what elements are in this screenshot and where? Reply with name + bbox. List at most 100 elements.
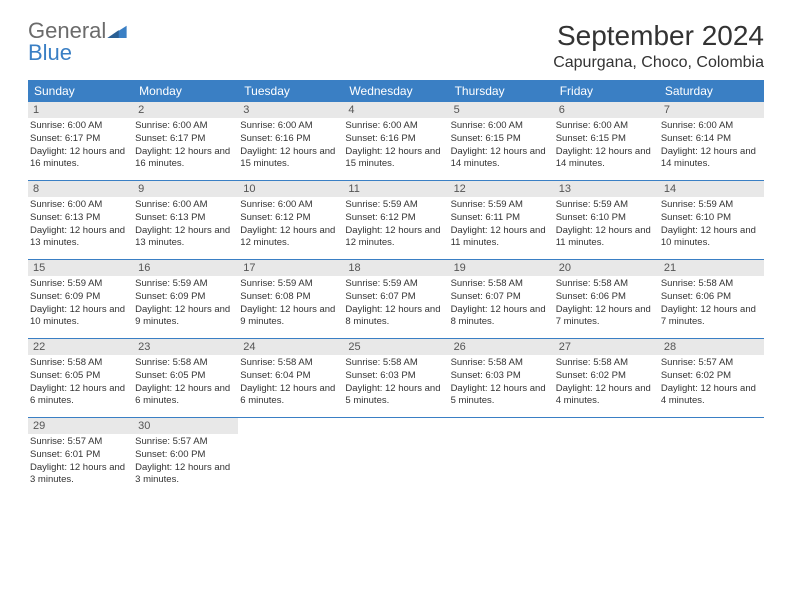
cell-details: Sunrise: 5:58 AMSunset: 6:05 PMDaylight:… [133, 355, 238, 408]
date-number: 13 [554, 181, 659, 197]
sunrise-line: Sunrise: 5:59 AM [661, 199, 762, 212]
calendar-cell: 29Sunrise: 5:57 AMSunset: 6:01 PMDayligh… [28, 418, 133, 496]
sunrise-line: Sunrise: 5:59 AM [30, 278, 131, 291]
weekday-friday: Friday [554, 80, 659, 102]
calendar-cell: 19Sunrise: 5:58 AMSunset: 6:07 PMDayligh… [449, 260, 554, 338]
calendar-cell-empty [554, 418, 659, 496]
cell-details: Sunrise: 6:00 AMSunset: 6:16 PMDaylight:… [238, 118, 343, 171]
calendar-cell: 1Sunrise: 6:00 AMSunset: 6:17 PMDaylight… [28, 102, 133, 180]
daylight-line: Daylight: 12 hours and 5 minutes. [451, 383, 552, 409]
date-number: 29 [28, 418, 133, 434]
logo: GeneralBlue [28, 20, 127, 64]
date-number: 5 [449, 102, 554, 118]
cell-details: Sunrise: 5:58 AMSunset: 6:02 PMDaylight:… [554, 355, 659, 408]
sunrise-line: Sunrise: 6:00 AM [135, 120, 236, 133]
sunset-line: Sunset: 6:15 PM [556, 133, 657, 146]
daylight-line: Daylight: 12 hours and 14 minutes. [451, 146, 552, 172]
daylight-line: Daylight: 12 hours and 8 minutes. [345, 304, 446, 330]
weekday-wednesday: Wednesday [343, 80, 448, 102]
date-number: 27 [554, 339, 659, 355]
calendar-cell: 20Sunrise: 5:58 AMSunset: 6:06 PMDayligh… [554, 260, 659, 338]
daylight-line: Daylight: 12 hours and 11 minutes. [556, 225, 657, 251]
cell-details: Sunrise: 5:58 AMSunset: 6:03 PMDaylight:… [343, 355, 448, 408]
sunrise-line: Sunrise: 6:00 AM [240, 199, 341, 212]
calendar-cell: 9Sunrise: 6:00 AMSunset: 6:13 PMDaylight… [133, 181, 238, 259]
date-number: 21 [659, 260, 764, 276]
cell-details: Sunrise: 6:00 AMSunset: 6:12 PMDaylight:… [238, 197, 343, 250]
date-number: 20 [554, 260, 659, 276]
daylight-line: Daylight: 12 hours and 9 minutes. [240, 304, 341, 330]
calendar-cell: 12Sunrise: 5:59 AMSunset: 6:11 PMDayligh… [449, 181, 554, 259]
date-number: 6 [554, 102, 659, 118]
title-block: September 2024 Capurgana, Choco, Colombi… [553, 20, 764, 72]
sunset-line: Sunset: 6:07 PM [345, 291, 446, 304]
date-number: 28 [659, 339, 764, 355]
sunset-line: Sunset: 6:09 PM [135, 291, 236, 304]
cell-details: Sunrise: 5:58 AMSunset: 6:06 PMDaylight:… [659, 276, 764, 329]
cell-details: Sunrise: 5:59 AMSunset: 6:10 PMDaylight:… [659, 197, 764, 250]
sunrise-line: Sunrise: 5:58 AM [556, 278, 657, 291]
sunset-line: Sunset: 6:15 PM [451, 133, 552, 146]
calendar-cell-empty [238, 418, 343, 496]
calendar-cell: 11Sunrise: 5:59 AMSunset: 6:12 PMDayligh… [343, 181, 448, 259]
cell-details: Sunrise: 5:58 AMSunset: 6:07 PMDaylight:… [449, 276, 554, 329]
calendar-cell-empty [343, 418, 448, 496]
sunrise-line: Sunrise: 5:58 AM [30, 357, 131, 370]
cell-details: Sunrise: 6:00 AMSunset: 6:13 PMDaylight:… [133, 197, 238, 250]
daylight-line: Daylight: 12 hours and 5 minutes. [345, 383, 446, 409]
daylight-line: Daylight: 12 hours and 9 minutes. [135, 304, 236, 330]
sunset-line: Sunset: 6:10 PM [556, 212, 657, 225]
calendar-cell: 10Sunrise: 6:00 AMSunset: 6:12 PMDayligh… [238, 181, 343, 259]
cell-details: Sunrise: 5:59 AMSunset: 6:07 PMDaylight:… [343, 276, 448, 329]
daylight-line: Daylight: 12 hours and 15 minutes. [240, 146, 341, 172]
week-row: 15Sunrise: 5:59 AMSunset: 6:09 PMDayligh… [28, 260, 764, 339]
date-number: 25 [343, 339, 448, 355]
daylight-line: Daylight: 12 hours and 3 minutes. [135, 462, 236, 488]
location: Capurgana, Choco, Colombia [553, 54, 764, 72]
sunset-line: Sunset: 6:13 PM [30, 212, 131, 225]
sunset-line: Sunset: 6:09 PM [30, 291, 131, 304]
sunset-line: Sunset: 6:01 PM [30, 449, 131, 462]
date-number: 9 [133, 181, 238, 197]
date-number: 24 [238, 339, 343, 355]
week-row: 29Sunrise: 5:57 AMSunset: 6:01 PMDayligh… [28, 418, 764, 496]
sunset-line: Sunset: 6:00 PM [135, 449, 236, 462]
daylight-line: Daylight: 12 hours and 7 minutes. [661, 304, 762, 330]
sunrise-line: Sunrise: 6:00 AM [345, 120, 446, 133]
calendar-cell: 24Sunrise: 5:58 AMSunset: 6:04 PMDayligh… [238, 339, 343, 417]
daylight-line: Daylight: 12 hours and 12 minutes. [345, 225, 446, 251]
date-number: 22 [28, 339, 133, 355]
cell-details: Sunrise: 6:00 AMSunset: 6:13 PMDaylight:… [28, 197, 133, 250]
sunrise-line: Sunrise: 6:00 AM [556, 120, 657, 133]
calendar-cell: 30Sunrise: 5:57 AMSunset: 6:00 PMDayligh… [133, 418, 238, 496]
sunset-line: Sunset: 6:12 PM [345, 212, 446, 225]
calendar-cell: 7Sunrise: 6:00 AMSunset: 6:14 PMDaylight… [659, 102, 764, 180]
sunrise-line: Sunrise: 5:58 AM [240, 357, 341, 370]
sunset-line: Sunset: 6:10 PM [661, 212, 762, 225]
weekday-saturday: Saturday [659, 80, 764, 102]
sunrise-line: Sunrise: 5:59 AM [240, 278, 341, 291]
cell-details: Sunrise: 5:58 AMSunset: 6:03 PMDaylight:… [449, 355, 554, 408]
cell-details: Sunrise: 5:59 AMSunset: 6:11 PMDaylight:… [449, 197, 554, 250]
sunset-line: Sunset: 6:16 PM [345, 133, 446, 146]
cell-details: Sunrise: 5:59 AMSunset: 6:09 PMDaylight:… [28, 276, 133, 329]
sunset-line: Sunset: 6:16 PM [240, 133, 341, 146]
calendar-cell: 16Sunrise: 5:59 AMSunset: 6:09 PMDayligh… [133, 260, 238, 338]
weekday-thursday: Thursday [449, 80, 554, 102]
cell-details: Sunrise: 5:59 AMSunset: 6:10 PMDaylight:… [554, 197, 659, 250]
date-number: 2 [133, 102, 238, 118]
date-number: 16 [133, 260, 238, 276]
calendar-cell: 4Sunrise: 6:00 AMSunset: 6:16 PMDaylight… [343, 102, 448, 180]
calendar-cell: 15Sunrise: 5:59 AMSunset: 6:09 PMDayligh… [28, 260, 133, 338]
weekday-tuesday: Tuesday [238, 80, 343, 102]
calendar-cell: 2Sunrise: 6:00 AMSunset: 6:17 PMDaylight… [133, 102, 238, 180]
daylight-line: Daylight: 12 hours and 4 minutes. [556, 383, 657, 409]
sunrise-line: Sunrise: 5:59 AM [451, 199, 552, 212]
sunset-line: Sunset: 6:14 PM [661, 133, 762, 146]
sunrise-line: Sunrise: 5:58 AM [345, 357, 446, 370]
sunset-line: Sunset: 6:07 PM [451, 291, 552, 304]
sunrise-line: Sunrise: 6:00 AM [135, 199, 236, 212]
sunrise-line: Sunrise: 6:00 AM [661, 120, 762, 133]
logo-word2: Blue [28, 40, 72, 65]
calendar-cell-empty [449, 418, 554, 496]
